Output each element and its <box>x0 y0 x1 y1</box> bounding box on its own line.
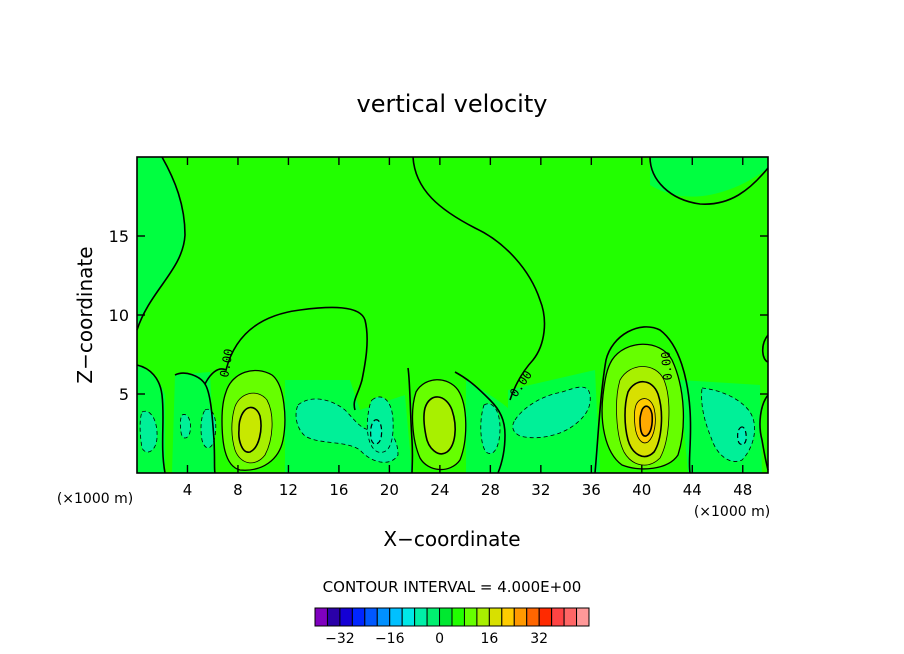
colorbar: −32 −16 0 16 32 <box>314 607 590 647</box>
x-tick-label: 24 <box>430 481 449 499</box>
colorbar-swatch <box>526 607 540 627</box>
downdraft-cell <box>512 386 591 439</box>
colorbar-swatch <box>513 607 528 627</box>
updraft-cell <box>221 369 286 471</box>
x-unit-right: (×1000 m) <box>694 504 770 520</box>
contour-interval-text: CONTOUR INTERVAL = 4.000E+00 <box>323 578 582 596</box>
y-tick-label: 15 <box>109 227 129 246</box>
colorbar-swatch <box>563 607 578 627</box>
x-tick-label: 40 <box>632 481 651 499</box>
y-tick-label: 5 <box>119 385 129 404</box>
colorbar-swatch <box>538 607 553 627</box>
y-axis: 5 10 15 <box>109 227 768 404</box>
zero-contour-label: 0.00 <box>659 351 675 381</box>
downdraft-cell-strong <box>737 426 747 446</box>
colorbar-swatch <box>389 607 403 627</box>
colorbar-tick-label: −32 <box>325 631 355 647</box>
x-tick-label: 44 <box>683 481 702 499</box>
x-tick-label: 12 <box>279 481 298 499</box>
x-tick-label: 36 <box>582 481 601 499</box>
x-tick-label: 48 <box>733 481 752 499</box>
chart-title: vertical velocity <box>357 90 548 118</box>
updraft-cell <box>411 379 467 471</box>
x-axis: 4 8 12 16 20 24 28 32 36 40 44 48 <box>183 157 752 499</box>
colorbar-swatch <box>314 607 328 627</box>
downdraft-cell <box>480 403 501 454</box>
colorbar-swatch <box>576 607 590 627</box>
colorbar-swatch <box>488 607 503 627</box>
colorbar-tick-label: 16 <box>480 631 498 647</box>
x-axis-label: X−coordinate <box>383 527 520 551</box>
colorbar-swatch <box>476 607 490 627</box>
x-tick-label: 8 <box>233 481 243 499</box>
colorbar-swatch <box>401 607 416 627</box>
y-tick-label: 10 <box>109 306 129 325</box>
colorbar-swatch <box>339 607 353 627</box>
plot-area: 0.00 0.00 0.00 <box>136 156 769 474</box>
x-tick-label: 16 <box>329 481 348 499</box>
colorbar-swatch <box>501 607 515 627</box>
colorbar-tick-label: 32 <box>530 631 548 647</box>
colorbar-swatch <box>351 607 366 627</box>
updraft-cell <box>601 343 685 470</box>
negative-level-region <box>137 157 768 473</box>
colorbar-swatch <box>364 607 378 627</box>
colorbar-tick-label: 0 <box>435 631 444 647</box>
colorbar-swatch <box>551 607 565 627</box>
downdraft-cell <box>179 414 191 439</box>
zero-contour-label: 0.00 <box>217 348 236 379</box>
colorbar-tick-label: −16 <box>375 631 405 647</box>
colorbar-swatch <box>463 607 478 627</box>
colorbar-swatch <box>326 607 341 627</box>
x-tick-label: 4 <box>183 481 193 499</box>
y-axis-label: Z−coordinate <box>73 246 97 383</box>
downdraft-cell-strong <box>370 419 383 445</box>
colorbar-swatch <box>439 607 453 627</box>
colorbar-swatch <box>376 607 391 627</box>
colorbar-swatch <box>414 607 428 627</box>
zero-contours <box>136 156 769 474</box>
x-tick-label: 20 <box>380 481 399 499</box>
x-tick-label: 32 <box>531 481 550 499</box>
colorbar-swatch <box>426 607 441 627</box>
downdraft-cell <box>139 410 158 453</box>
colorbar-swatch <box>451 607 465 627</box>
x-unit-left: (×1000 m) <box>57 491 133 507</box>
x-tick-label: 28 <box>481 481 500 499</box>
